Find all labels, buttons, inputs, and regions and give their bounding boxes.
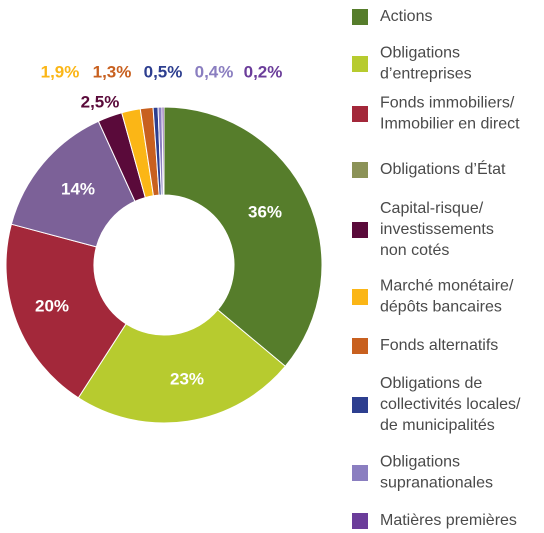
legend-swatch [352, 289, 368, 305]
donut-slice [161, 106, 165, 196]
donut-slice [163, 106, 323, 367]
legend-swatch [352, 513, 368, 529]
legend-label: Fonds immobiliers/ [380, 95, 515, 112]
value-label: 1,3% [93, 62, 132, 81]
value-label: 20% [35, 296, 69, 315]
value-label: 2,5% [81, 92, 120, 111]
legend-label: non cotés [380, 242, 449, 259]
legend-swatch [352, 338, 368, 354]
legend-swatch [352, 106, 368, 122]
legend-swatch [352, 397, 368, 413]
legend-label: investissements [380, 221, 494, 238]
legend-label: supranationales [380, 475, 493, 492]
legend-label: Capital-risque/ [380, 200, 484, 217]
legend-swatch [352, 56, 368, 72]
legend-label: dépôts bancaires [380, 299, 502, 316]
legend-label: Obligations [380, 45, 460, 62]
value-label: 0,2% [244, 62, 283, 81]
donut-slice [10, 120, 136, 248]
donut-slice [77, 309, 286, 424]
value-label: 0,4% [195, 62, 234, 81]
value-label: 23% [170, 369, 204, 388]
legend-swatch [352, 9, 368, 25]
value-label: 1,9% [41, 62, 80, 81]
donut-slice [5, 223, 127, 399]
legend-label: Marché monétaire/ [380, 278, 514, 295]
legend-label: Matières premières [380, 512, 517, 529]
legend-label: Actions [380, 8, 432, 25]
value-label: 0,5% [144, 62, 183, 81]
legend-swatch [352, 222, 368, 238]
legend-label: Obligations d’État [380, 159, 506, 178]
legend-swatch [352, 465, 368, 481]
legend-label: Obligations de [380, 375, 482, 392]
legend-label: collectivités locales/ [380, 396, 521, 413]
value-label: 14% [61, 179, 95, 198]
legend-swatch [352, 162, 368, 178]
value-label: 36% [248, 202, 282, 221]
legend-label: Immobilier en direct [380, 116, 520, 133]
legend-label: de municipalités [380, 417, 495, 434]
legend-label: Fonds alternatifs [380, 337, 498, 354]
legend-label: d’entreprises [380, 66, 472, 83]
legend-label: Obligations [380, 454, 460, 471]
